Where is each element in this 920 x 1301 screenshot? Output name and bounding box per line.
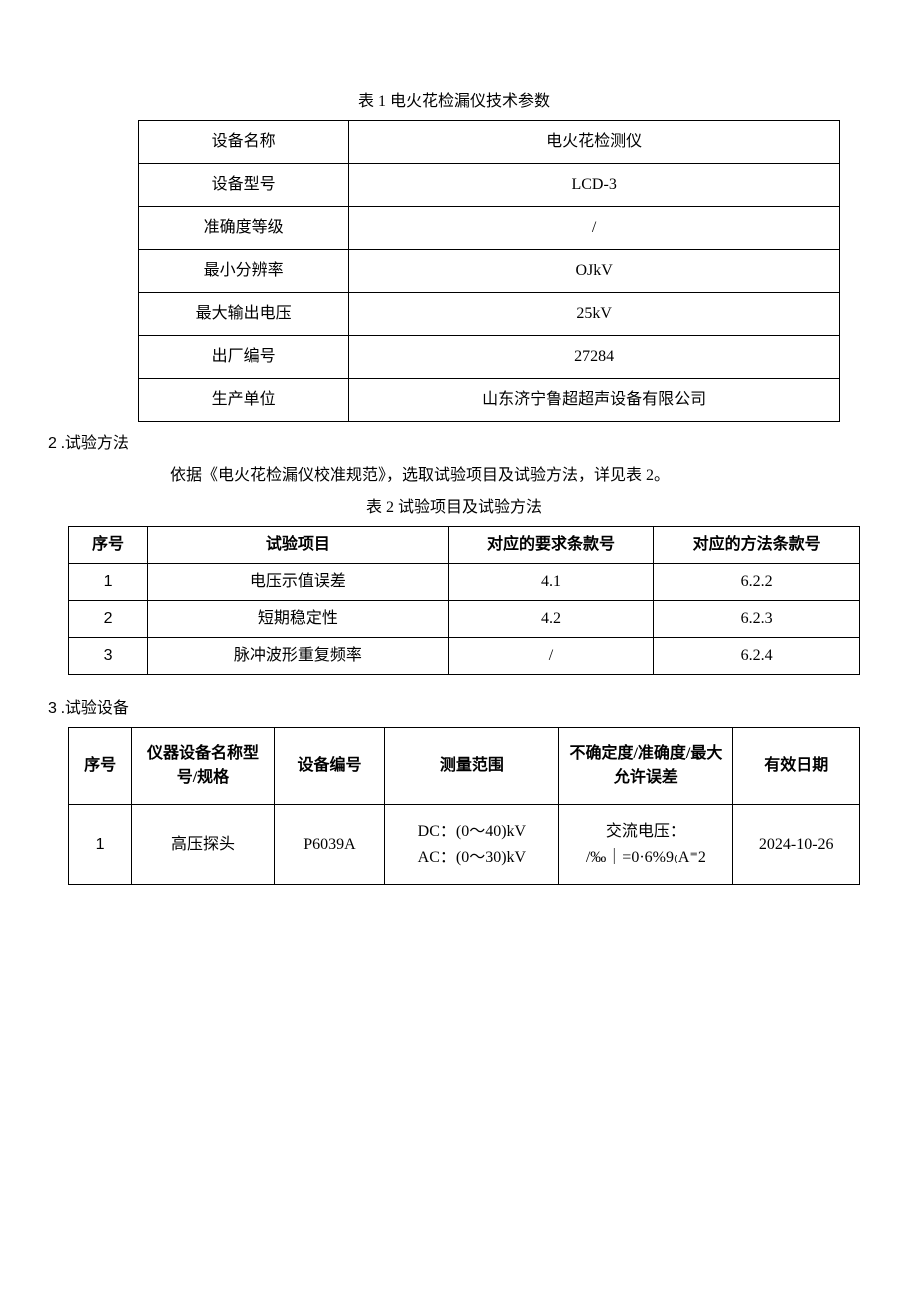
t2-method: 6.2.4: [654, 638, 860, 675]
table-row: 出厂编号 27284: [139, 336, 840, 379]
t3-date: 2024-10-26: [733, 805, 860, 885]
table2-title: 表 2 试验项目及试验方法: [48, 496, 860, 520]
t1-value: 山东济宁鲁超超声设备有限公司: [349, 379, 840, 422]
t3-h: 测量范围: [385, 728, 559, 805]
t1-label: 设备名称: [139, 121, 349, 164]
t1-label: 出厂编号: [139, 336, 349, 379]
table-row: 设备名称 电火花检测仪: [139, 121, 840, 164]
t2-h: 对应的方法条款号: [654, 527, 860, 564]
section-3-heading: 3 .试验设备: [48, 697, 860, 721]
t3-unc-l1: 交流电压：: [606, 823, 686, 840]
table-row: 最小分辨率 OJkV: [139, 250, 840, 293]
t1-value: LCD-3: [349, 164, 840, 207]
table-row: 设备型号 LCD-3: [139, 164, 840, 207]
section-2-heading: 2 .试验方法: [48, 432, 860, 456]
t2-req: /: [448, 638, 654, 675]
t1-value: 27284: [349, 336, 840, 379]
t3-idx: 1: [69, 805, 132, 885]
t3-unc: 交流电压： /‰｜=0·6%9₍A⁼2: [559, 805, 733, 885]
section-title: .试验设备: [57, 700, 129, 717]
table-row: 2 短期稳定性 4.2 6.2.3: [69, 601, 860, 638]
t1-value: OJkV: [349, 250, 840, 293]
t3-range-l2: AC：(0～30)kV: [418, 849, 526, 866]
table1-title: 表 1 电火花检漏仪技术参数: [48, 90, 860, 114]
table-header-row: 序号 试验项目 对应的要求条款号 对应的方法条款号: [69, 527, 860, 564]
t3-h: 设备编号: [274, 728, 385, 805]
t3-code: P6039A: [274, 805, 385, 885]
table-header-row: 序号 仪器设备名称型号/规格 设备编号 测量范围 不确定度/准确度/最大允许误差…: [69, 728, 860, 805]
t1-value: 25kV: [349, 293, 840, 336]
t2-h: 试验项目: [148, 527, 449, 564]
t3-h: 不确定度/准确度/最大允许误差: [559, 728, 733, 805]
t3-unc-l2: /‰｜=0·6%9₍A⁼2: [586, 849, 706, 866]
t3-h: 仪器设备名称型号/规格: [132, 728, 274, 805]
t1-label: 最小分辨率: [139, 250, 349, 293]
table-row: 1 电压示值误差 4.1 6.2.2: [69, 564, 860, 601]
t3-range: DC：(0～40)kV AC：(0～30)kV: [385, 805, 559, 885]
t1-label: 最大输出电压: [139, 293, 349, 336]
t2-idx: 2: [69, 601, 148, 638]
t2-item: 电压示值误差: [148, 564, 449, 601]
t3-range-l1: DC：(0～40)kV: [418, 823, 526, 840]
table3: 序号 仪器设备名称型号/规格 设备编号 测量范围 不确定度/准确度/最大允许误差…: [68, 727, 860, 885]
t2-req: 4.1: [448, 564, 654, 601]
t2-req: 4.2: [448, 601, 654, 638]
section-2-body: 依据《电火花检漏仪校准规范》，选取试验项目及试验方法，详见表 2。: [48, 464, 860, 488]
table-row: 准确度等级 /: [139, 207, 840, 250]
t2-item: 脉冲波形重复频率: [148, 638, 449, 675]
t1-value: 电火花检测仪: [349, 121, 840, 164]
t2-method: 6.2.3: [654, 601, 860, 638]
t1-label: 准确度等级: [139, 207, 349, 250]
t2-idx: 1: [69, 564, 148, 601]
t1-label: 生产单位: [139, 379, 349, 422]
t2-h: 对应的要求条款号: [448, 527, 654, 564]
t1-label: 设备型号: [139, 164, 349, 207]
t2-idx: 3: [69, 638, 148, 675]
table-row: 3 脉冲波形重复频率 / 6.2.4: [69, 638, 860, 675]
table2: 序号 试验项目 对应的要求条款号 对应的方法条款号 1 电压示值误差 4.1 6…: [68, 526, 860, 675]
section-title: .试验方法: [57, 435, 129, 452]
t3-name: 高压探头: [132, 805, 274, 885]
t3-h: 序号: [69, 728, 132, 805]
t2-h: 序号: [69, 527, 148, 564]
t1-value: /: [349, 207, 840, 250]
table-row: 最大输出电压 25kV: [139, 293, 840, 336]
section-num: 3: [48, 700, 57, 717]
table-row: 生产单位 山东济宁鲁超超声设备有限公司: [139, 379, 840, 422]
t3-h: 有效日期: [733, 728, 860, 805]
section-num: 2: [48, 435, 57, 452]
t2-item: 短期稳定性: [148, 601, 449, 638]
table-row: 1 高压探头 P6039A DC：(0～40)kV AC：(0～30)kV 交流…: [69, 805, 860, 885]
table1: 设备名称 电火花检测仪 设备型号 LCD-3 准确度等级 / 最小分辨率 OJk…: [138, 120, 840, 422]
t2-method: 6.2.2: [654, 564, 860, 601]
